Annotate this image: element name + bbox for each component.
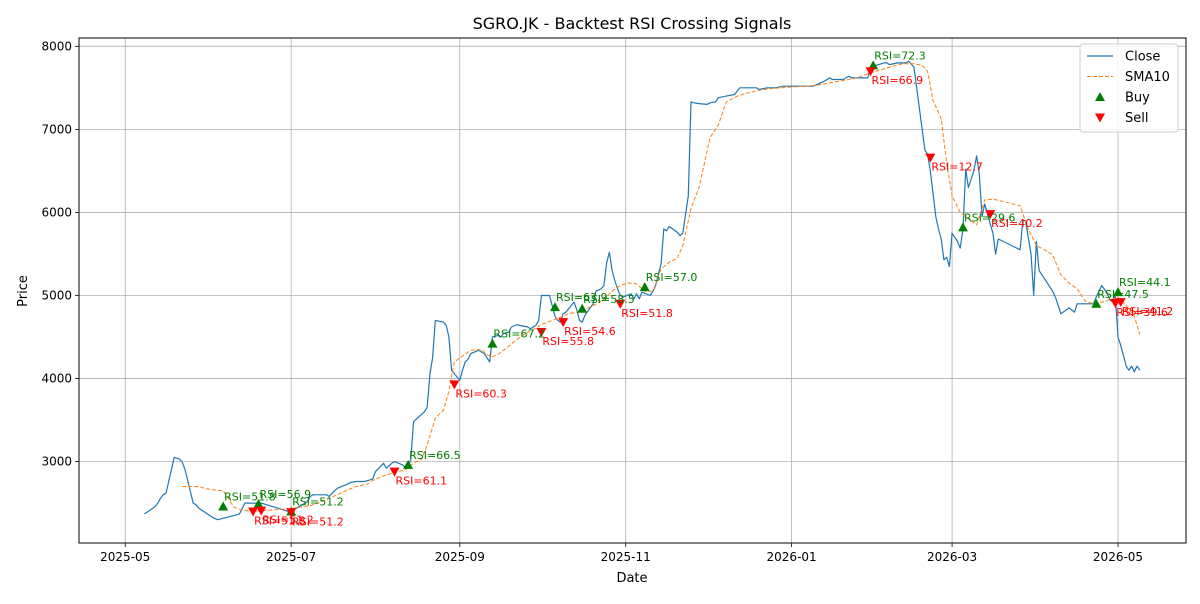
buy-marker [957,222,968,232]
sell-signal-label: RSI=55.8 [542,335,594,348]
sell-signal-label: RSI=51.8 [254,514,306,527]
buy-signal-label: RSI=63.9 [556,291,608,304]
legend: Close SMA10 Buy Sell [1079,43,1179,133]
buy-signal-label: RSI=29.6 [964,211,1016,224]
sell-signal-label: RSI=51.8 [621,307,673,320]
sell-marker [985,210,996,220]
sell-marker [558,318,569,328]
signal-annotation-layer: RSI=51.8RSI=56.9RSI=51.2RSI=66.5RSI=67.2… [224,49,1173,528]
x-tick-label: 2026-05 [1093,550,1143,564]
x-tick-label: 2025-11 [601,550,651,564]
x-tick-label: 2026-03 [927,550,977,564]
y-tick-label: 4000 [41,372,72,386]
sell-signal-label: RSI=39.6 [1116,306,1168,319]
sell-marker [449,380,460,390]
sell-marker [925,153,936,163]
buy-marker [577,303,588,313]
sell-signal-label: RSI=12.7 [931,161,983,174]
buy-signal-label: RSI=51.8 [224,490,276,503]
legend-label-close: Close [1125,50,1160,65]
legend-label-sma10: SMA10 [1125,70,1170,85]
buy-signal-label: RSI=67.2 [493,328,545,341]
buy-signal-label: RSI=58.5 [583,293,635,306]
buy-marker [403,459,414,469]
buy-signal-label: RSI=72.3 [874,49,926,62]
signal-marker-layer [218,60,1126,518]
sell-signal-label: RSI=51.2 [262,514,314,527]
buy-marker [218,501,229,511]
sell-signal-label: RSI=66.9 [871,74,923,87]
x-axis-label: Date [616,571,647,586]
sell-marker [1115,298,1126,308]
sell-signal-label: RSI=51.2 [292,515,344,528]
sell-marker [389,467,400,477]
buy-marker [253,498,264,508]
buy-marker [487,338,498,348]
y-tick-label: 6000 [41,205,72,219]
y-tick-label: 7000 [41,122,72,136]
y-tick-label: 8000 [41,39,72,53]
sell-marker [536,328,547,338]
y-axis-label: Price [16,275,31,307]
sell-marker [248,507,259,517]
buy-signal-label: RSI=44.1 [1119,276,1171,289]
buy-marker [639,282,650,292]
legend-label-sell: Sell [1125,111,1148,126]
chart-title: SGRO.JK - Backtest RSI Crossing Signals [473,14,792,33]
buy-signal-label: RSI=47.5 [1097,288,1149,301]
sell-signal-label: RSI=40.2 [991,217,1043,230]
series-line-close [143,60,1141,521]
plot-area-frame [78,37,1187,544]
series-line-sma10 [182,63,1141,512]
buy-marker [868,60,879,70]
sell-marker [256,506,267,516]
legend-label-buy: Buy [1125,91,1150,106]
sell-marker [615,299,626,309]
legend-box [1079,43,1179,133]
axis-layer: 2025-05 2025-07 2025-09 2025-11 2026-01 2026-… [41,39,1143,564]
buy-signal-label: RSI=56.9 [260,488,312,501]
x-tick-label: 2025-09 [435,550,485,564]
buy-marker [549,302,560,312]
buy-signal-label: RSI=51.2 [292,495,344,508]
x-tick-label: 2025-05 [100,550,150,564]
x-tick-label: 2025-07 [266,550,316,564]
series-layer [143,60,1141,521]
legend-swatch-sell [1095,113,1105,123]
buy-marker [1091,298,1102,308]
y-tick-label: 3000 [41,455,72,469]
buy-signal-label: RSI=57.0 [646,271,698,284]
legend-swatch-buy [1095,92,1105,101]
sell-signal-label: RSI=54.6 [564,325,616,338]
buy-marker [1113,287,1124,297]
buy-signal-label: RSI=66.5 [409,449,461,462]
sell-signal-label: RSI=41.2 [1122,305,1174,318]
sell-signal-label: RSI=60.3 [455,387,507,400]
x-tick-label: 2026-01 [767,550,817,564]
y-tick-label: 5000 [41,288,72,302]
sell-marker [286,508,297,518]
sell-marker [865,67,876,77]
sell-signal-label: RSI=61.1 [396,475,448,488]
